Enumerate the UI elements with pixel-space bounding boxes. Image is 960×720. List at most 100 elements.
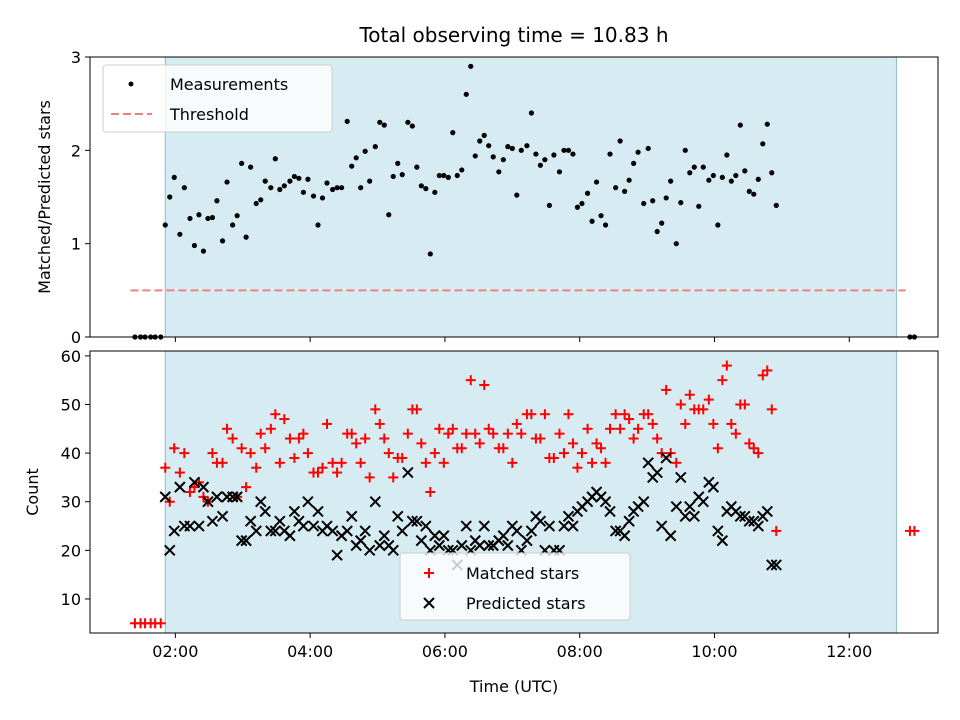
legend-plus-marker <box>424 568 434 578</box>
predicted-star-point <box>359 525 371 537</box>
matched-star-point <box>411 404 422 415</box>
matched-star-point <box>456 443 467 454</box>
matched-star-point <box>661 384 672 395</box>
matched-star-point <box>474 438 485 449</box>
predicted-star-point <box>609 525 622 537</box>
predicted-star-point <box>374 539 386 552</box>
measurement-point <box>551 152 557 158</box>
predicted-star-point <box>396 525 408 537</box>
predicted-star-point <box>655 520 668 532</box>
measurement-point <box>724 152 730 158</box>
matched-star-point <box>260 443 271 454</box>
matched-star-point <box>355 457 366 468</box>
measurement-point <box>700 164 706 170</box>
measurement-point <box>399 172 405 178</box>
predicted-star-point <box>558 520 570 532</box>
measurement-point <box>746 188 752 194</box>
measurement-point <box>764 121 770 127</box>
measurement-point <box>641 200 647 207</box>
measurement-point <box>300 189 307 195</box>
matched-star-point <box>488 428 499 439</box>
matched-star-point <box>251 462 262 473</box>
matched-star-point <box>675 399 686 410</box>
top-panel: 0 1 2 3 Total observing time = 10.83 h Matc… <box>35 23 939 347</box>
measurement-point <box>450 130 456 136</box>
measurement-point <box>613 185 619 191</box>
predicted-star-point <box>341 525 353 537</box>
predicted-star-point <box>240 534 252 547</box>
matched-star-point <box>698 404 709 415</box>
measurement-point <box>377 119 383 125</box>
bottom-y-tick-label: 60 <box>61 347 81 366</box>
measurement-point <box>423 186 429 192</box>
top-x-axis-ticks <box>174 337 850 342</box>
predicted-star-point <box>534 515 547 527</box>
measurement-point <box>710 172 716 179</box>
matched-star-point <box>447 423 458 434</box>
measurement-point <box>315 222 321 228</box>
bottom-x-axis-ticks: 02:00 04:00 06:00 08:00 10:00 12:00 <box>152 633 872 661</box>
measurement-point <box>390 173 396 180</box>
measurement-point <box>454 172 460 179</box>
matched-star-point <box>429 448 440 459</box>
predicted-star-point <box>623 515 635 527</box>
predicted-star-point <box>679 510 691 523</box>
measurement-point <box>418 183 424 189</box>
matched-star-point <box>748 443 759 454</box>
predicted-star-point <box>483 539 495 552</box>
measurement-point <box>395 160 401 166</box>
measurement-point <box>589 218 595 224</box>
matched-star-point <box>388 472 399 483</box>
matched-star-point <box>179 448 190 459</box>
predicted-star-point <box>411 515 423 527</box>
predicted-star-point <box>326 525 339 537</box>
matched-star-point <box>502 428 513 439</box>
matched-star-point <box>383 448 394 459</box>
matched-star-point <box>379 433 390 444</box>
predicted-star-point <box>197 481 210 493</box>
measurement-point <box>196 212 202 218</box>
measurement-point <box>593 179 600 185</box>
measurement-point <box>468 63 474 69</box>
top-legend: Measurements Threshold <box>102 64 333 133</box>
measurement-point <box>409 123 415 129</box>
predicted-star-point <box>511 525 523 537</box>
x-tick-label: 04:00 <box>287 642 333 661</box>
predicted-star-point <box>743 515 756 527</box>
measurement-point <box>668 178 674 184</box>
measurement-point <box>167 194 173 200</box>
measurement-point <box>537 162 543 168</box>
measurement-point <box>344 118 350 124</box>
predicted-star-point <box>226 491 239 503</box>
predicted-star-point <box>438 530 450 542</box>
measurement-point <box>230 222 236 228</box>
matched-star-point <box>416 438 427 449</box>
measurement-point <box>291 173 298 180</box>
measurement-point <box>719 174 725 180</box>
matched-star-point <box>615 423 626 434</box>
matched-star-point <box>516 428 527 439</box>
measurement-point <box>239 160 245 166</box>
predicted-star-point <box>231 491 243 503</box>
top-y-tick-label: 2 <box>71 141 81 160</box>
matched-star-point <box>207 448 218 459</box>
measurement-point <box>496 169 502 175</box>
predicted-star-point <box>369 496 381 508</box>
x-tick-label: 08:00 <box>557 642 603 661</box>
matched-star-point <box>222 423 233 434</box>
legend-label-matched: Matched stars <box>466 564 579 583</box>
measurement-point <box>742 168 748 174</box>
measurement-point <box>234 213 240 219</box>
predicted-star-point <box>429 530 441 542</box>
legend-marker-predicted <box>423 597 435 609</box>
measurement-point <box>505 144 511 150</box>
measurement-point <box>635 149 641 155</box>
matched-star-point <box>364 472 375 483</box>
measurement-point <box>287 178 293 184</box>
measurement-point <box>631 160 637 166</box>
measurement-point <box>405 119 411 125</box>
legend-label-predicted: Predicted stars <box>466 594 586 613</box>
bottom-y-tick-label: 20 <box>61 541 81 560</box>
matched-star-point <box>567 438 578 449</box>
matched-star-point <box>174 467 185 478</box>
